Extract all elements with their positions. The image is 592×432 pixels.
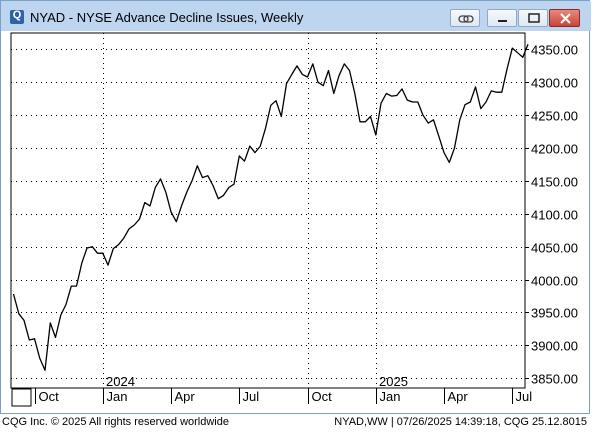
x-tick-label: Jan <box>107 389 128 404</box>
advance-decline-chart[interactable]: Oct Jan Apr Jul Oct Jan Apr Jul 2024 2025 3850.00… <box>1 1 591 415</box>
x-tick-label: Oct <box>312 389 333 404</box>
series-group <box>12 43 529 371</box>
link-icon <box>458 15 474 23</box>
x-axis: Oct Jan Apr Jul Oct Jan Apr Jul 2024 2025 <box>35 374 533 404</box>
y-tick-label: 4300.00 <box>531 76 578 91</box>
x-tick-label: Jan <box>380 389 401 404</box>
y-tick-label: 4350.00 <box>531 43 578 58</box>
maximize-button[interactable] <box>518 9 548 27</box>
x-tick-label: Jul <box>516 389 533 404</box>
minimize-icon <box>498 20 507 22</box>
y-tick-label: 4100.00 <box>531 208 578 223</box>
minimize-button[interactable] <box>487 9 517 27</box>
x-tick-label: Apr <box>448 389 469 404</box>
y-axis: 3850.00 3900.00 3950.00 4000.00 4050.00 4100.… <box>525 43 578 387</box>
copyright-status: CQG Inc. © 2025 All rights reserved worl… <box>2 416 229 428</box>
close-icon <box>560 13 571 24</box>
y-tick-label: 4250.00 <box>531 109 578 124</box>
symbol-timestamp-status: NYAD,WW | 07/26/2025 14:39:18, CQG 25.12… <box>334 416 587 428</box>
chart-window: Q NYAD - NYSE Advance Decline Issues, We… <box>0 0 591 415</box>
grid <box>11 33 525 388</box>
x-tick-label: Oct <box>39 389 60 404</box>
plot-area <box>10 32 526 389</box>
y-tick-label: 3900.00 <box>531 339 578 354</box>
x-tick-label: Apr <box>175 389 196 404</box>
maximize-icon <box>528 13 540 23</box>
y-tick-label: 4000.00 <box>531 274 578 289</box>
year-label: 2024 <box>106 374 135 389</box>
y-tick-label: 4150.00 <box>531 175 578 190</box>
link-button[interactable] <box>450 9 480 27</box>
x-tick-label: Jul <box>243 389 260 404</box>
y-tick-label: 3850.00 <box>531 372 578 387</box>
year-label: 2025 <box>379 374 408 389</box>
y-tick-label: 3950.00 <box>531 306 578 321</box>
window-title: NYAD - NYSE Advance Decline Issues, Week… <box>30 10 304 25</box>
title-bar[interactable]: Q NYAD - NYSE Advance Decline Issues, We… <box>1 1 591 31</box>
axis-corner-box[interactable] <box>11 388 32 407</box>
app-icon: Q <box>10 9 24 24</box>
series-line <box>12 43 529 371</box>
y-tick-label: 4200.00 <box>531 142 578 157</box>
app-icon-letter: Q <box>12 9 22 21</box>
close-button[interactable] <box>549 9 580 27</box>
y-tick-label: 4050.00 <box>531 241 578 256</box>
